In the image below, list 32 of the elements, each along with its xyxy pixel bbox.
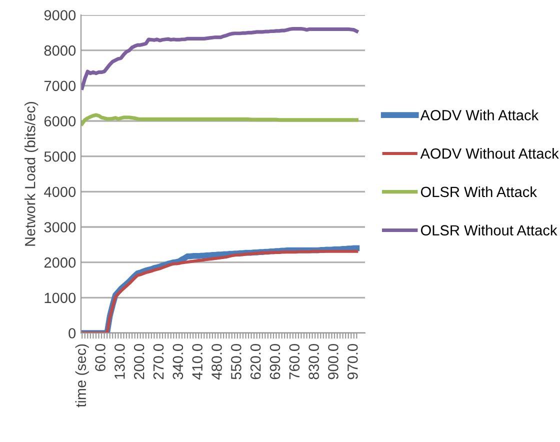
x-tick-label: 340.0 [172,344,184,380]
legend-label: OLSR Without Attack [420,224,558,236]
y-tick-label: 3000 [44,222,76,232]
x-tick-label: 760.0 [289,344,300,380]
x-tick-label: 410.0 [192,344,203,380]
x-tick-label: 620.0 [250,344,261,380]
legend-label: OLSR With Attack [420,186,537,198]
y-tick-label: 4000 [44,186,76,198]
y-tick-label: 8000 [44,45,76,56]
x-tick-label: 690.0 [270,344,280,380]
y-tick-label: 1000 [44,292,76,304]
x-tick-label: 130.0 [114,344,125,379]
x-tick-label: 550.0 [231,344,242,380]
legend-label: AODV Without Attack [420,148,559,159]
x-tick-label: 270.0 [153,344,164,380]
x-tick-label: time (sec) [75,344,89,408]
x-tick-label: 970.0 [347,344,358,380]
y-tick-label: 5000 [44,151,76,162]
y-axis-title: Network Load (bits/ec) [24,102,38,246]
x-tick-label: 200.0 [134,344,144,380]
y-tick-label: 9000 [44,10,76,20]
x-tick-label: 900.0 [328,344,338,380]
legend-label: AODV With Attack [420,110,539,120]
line-series [81,113,358,126]
y-tick-label: 2000 [44,257,76,268]
y-tick-label: 7000 [44,80,76,92]
y-tick-label: 6000 [44,116,76,126]
x-tick-label: 480.0 [212,344,222,380]
y-tick-label: 0 [68,328,76,338]
line-series [81,26,358,90]
x-tick-label: 830.0 [308,344,319,380]
x-tick-label: 60.0 [95,344,106,372]
